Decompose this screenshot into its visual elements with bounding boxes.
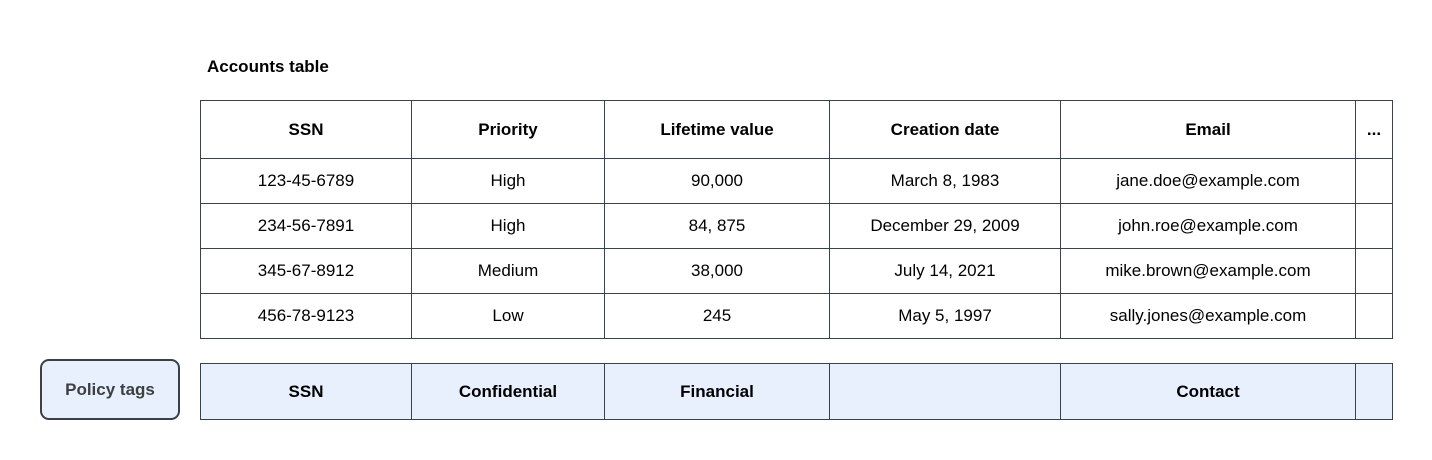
accounts-table: SSN Priority Lifetime value Creation date Em… xyxy=(200,100,1393,339)
header-cell: SSN xyxy=(200,100,412,159)
table-cell: Low xyxy=(411,293,605,339)
table-cell: July 14, 2021 xyxy=(829,248,1061,294)
table-cell xyxy=(1355,203,1393,249)
policy-tag-cell: SSN xyxy=(200,363,412,420)
policy-tag-cell xyxy=(1355,363,1393,420)
accounts-table-body: 123-45-6789 High 90,000 March 8, 1983 jane.d… xyxy=(200,158,1393,339)
table-row: 456-78-9123 Low 245 May 5, 1997 sally.jones@… xyxy=(200,293,1393,339)
table-cell: 38,000 xyxy=(604,248,830,294)
header-cell: Creation date xyxy=(829,100,1061,159)
header-cell: Lifetime value xyxy=(604,100,830,159)
policy-tag-cell: Confidential xyxy=(411,363,605,420)
policy-tag-cell: Financial xyxy=(604,363,830,420)
table-cell: Medium xyxy=(411,248,605,294)
table-cell: sally.jones@example.com xyxy=(1060,293,1356,339)
policy-tags-chip: Policy tags xyxy=(40,359,180,420)
header-cell: ... xyxy=(1355,100,1393,159)
accounts-table-header: SSN Priority Lifetime value Creation date Em… xyxy=(200,100,1393,159)
header-cell: Priority xyxy=(411,100,605,159)
table-cell: December 29, 2009 xyxy=(829,203,1061,249)
table-cell xyxy=(1355,293,1393,339)
table-cell: 234-56-7891 xyxy=(200,203,412,249)
table-cell: john.roe@example.com xyxy=(1060,203,1356,249)
table-cell: May 5, 1997 xyxy=(829,293,1061,339)
table-cell: High xyxy=(411,203,605,249)
table-row: 345-67-8912 Medium 38,000 July 14, 2021 mike… xyxy=(200,248,1393,294)
table-cell: High xyxy=(411,158,605,204)
policy-tag-cell: Contact xyxy=(1060,363,1356,420)
policy-tag-cell xyxy=(829,363,1061,420)
table-cell: mike.brown@example.com xyxy=(1060,248,1356,294)
accounts-table-title: Accounts table xyxy=(207,57,329,76)
table-cell: jane.doe@example.com xyxy=(1060,158,1356,204)
table-cell: 345-67-8912 xyxy=(200,248,412,294)
header-row: SSN Priority Lifetime value Creation date Em… xyxy=(200,100,1393,159)
header-cell: Email xyxy=(1060,100,1356,159)
table-cell: March 8, 1983 xyxy=(829,158,1061,204)
table-row: 234-56-7891 High 84, 875 December 29, 2009 j… xyxy=(200,203,1393,249)
table-cell: 84, 875 xyxy=(604,203,830,249)
policy-tags-table: SSN Confidential Financial Contact xyxy=(200,363,1393,420)
table-cell: 456-78-9123 xyxy=(200,293,412,339)
table-cell xyxy=(1355,248,1393,294)
table-cell: 245 xyxy=(604,293,830,339)
table-cell xyxy=(1355,158,1393,204)
table-row: 123-45-6789 High 90,000 March 8, 1983 jane.d… xyxy=(200,158,1393,204)
policy-tags-row: SSN Confidential Financial Contact xyxy=(200,363,1393,420)
table-cell: 123-45-6789 xyxy=(200,158,412,204)
table-cell: 90,000 xyxy=(604,158,830,204)
